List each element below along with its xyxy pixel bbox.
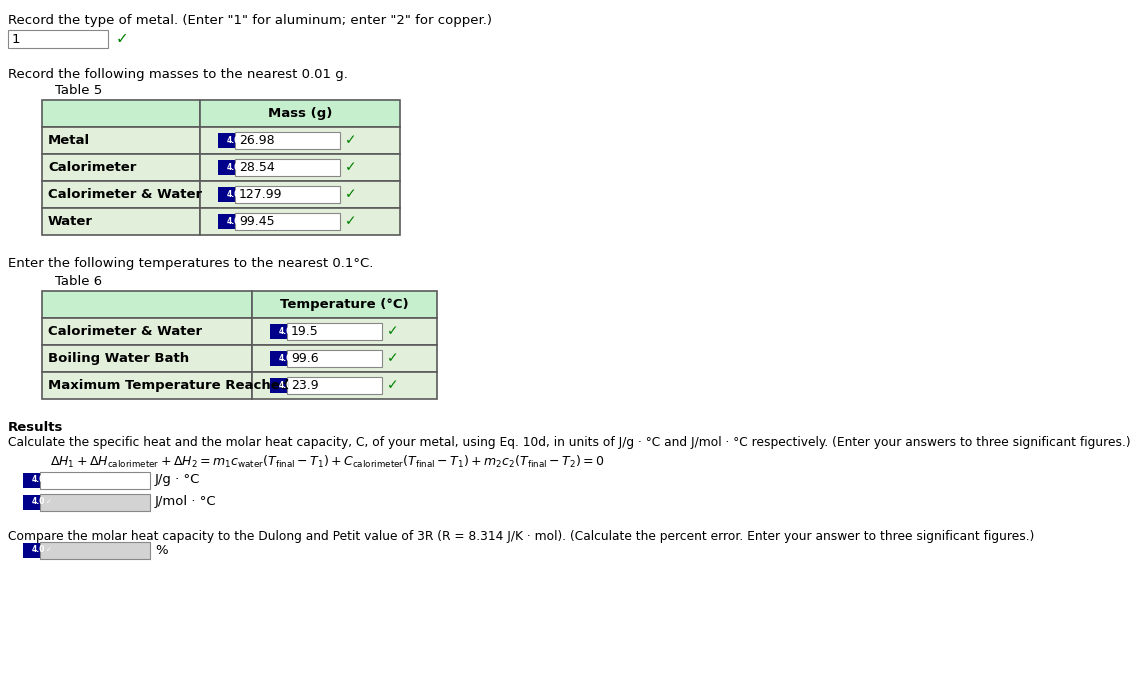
Text: 1: 1: [13, 33, 21, 46]
Text: 4.0: 4.0: [227, 163, 239, 172]
Bar: [40, 541, 150, 559]
Text: 4.0: 4.0: [278, 327, 292, 336]
Text: ✓: ✓: [116, 31, 129, 46]
Text: 4.0: 4.0: [31, 498, 44, 507]
Bar: [40, 471, 150, 489]
Bar: [23, 473, 52, 487]
Bar: [218, 133, 249, 148]
Text: ✓: ✓: [241, 164, 247, 171]
Bar: [200, 100, 400, 127]
Text: ✓: ✓: [386, 351, 399, 366]
Text: ✓: ✓: [46, 477, 52, 483]
Text: ✓: ✓: [293, 382, 299, 389]
Text: %: %: [155, 543, 168, 557]
Text: ✓: ✓: [241, 137, 247, 144]
Bar: [42, 372, 252, 399]
Text: Table 6: Table 6: [55, 275, 103, 288]
Text: ✓: ✓: [386, 378, 399, 393]
Bar: [287, 323, 382, 340]
Bar: [235, 159, 340, 176]
Text: Calculate the specific heat and the molar heat capacity, C, of your metal, using: Calculate the specific heat and the mola…: [8, 436, 1131, 449]
Text: Record the type of metal. (Enter "1" for aluminum; enter "2" for copper.): Record the type of metal. (Enter "1" for…: [8, 14, 492, 27]
Bar: [200, 127, 400, 154]
Text: ✓: ✓: [345, 187, 357, 201]
Text: 4.0: 4.0: [31, 545, 44, 555]
Text: Maximum Temperature Reached: Maximum Temperature Reached: [48, 379, 290, 392]
Text: Calorimeter: Calorimeter: [48, 161, 137, 174]
Text: ✓: ✓: [293, 328, 299, 335]
Text: 4.0: 4.0: [278, 381, 292, 390]
Text: J/mol · °C: J/mol · °C: [155, 496, 217, 509]
Bar: [42, 345, 252, 372]
Text: 28.54: 28.54: [239, 161, 275, 174]
Text: 99.6: 99.6: [291, 352, 318, 365]
Bar: [235, 132, 340, 149]
Bar: [42, 208, 200, 235]
Text: ✓: ✓: [46, 547, 52, 553]
Text: ✓: ✓: [386, 325, 399, 339]
Text: 26.98: 26.98: [239, 134, 275, 147]
Bar: [42, 100, 200, 127]
Text: 4.0: 4.0: [278, 354, 292, 363]
Bar: [270, 378, 300, 393]
Bar: [287, 350, 382, 367]
Bar: [200, 208, 400, 235]
Bar: [252, 318, 437, 345]
Text: 127.99: 127.99: [239, 188, 283, 201]
Bar: [218, 187, 249, 202]
Bar: [270, 351, 300, 366]
Text: ✓: ✓: [345, 160, 357, 174]
Text: Compare the molar heat capacity to the Dulong and Petit value of 3R (R = 8.314 J: Compare the molar heat capacity to the D…: [8, 530, 1034, 543]
Text: ✓: ✓: [241, 192, 247, 198]
Text: Enter the following temperatures to the nearest 0.1°C.: Enter the following temperatures to the …: [8, 257, 374, 270]
Text: J/g · °C: J/g · °C: [155, 473, 201, 486]
Text: 4.0: 4.0: [227, 217, 239, 226]
Text: Metal: Metal: [48, 134, 90, 147]
Bar: [235, 213, 340, 230]
Text: 99.45: 99.45: [239, 215, 275, 228]
Text: Temperature (°C): Temperature (°C): [280, 298, 409, 311]
Text: ✓: ✓: [46, 499, 52, 505]
Text: Calorimeter & Water: Calorimeter & Water: [48, 188, 202, 201]
Bar: [200, 181, 400, 208]
Bar: [23, 495, 52, 509]
Text: 4.0: 4.0: [227, 136, 239, 145]
Text: 4.0: 4.0: [227, 190, 239, 199]
Bar: [200, 154, 400, 181]
Text: Mass (g): Mass (g): [268, 107, 332, 120]
Bar: [42, 291, 252, 318]
Text: ✓: ✓: [345, 133, 357, 148]
Text: ✓: ✓: [293, 355, 299, 362]
Bar: [252, 372, 437, 399]
Text: $\Delta H_1 + \Delta H_{\mathrm{calorimeter}} + \Delta H_2 = m_1 c_{\mathrm{wate: $\Delta H_1 + \Delta H_{\mathrm{calorime…: [50, 454, 604, 470]
Text: Record the following masses to the nearest 0.01 g.: Record the following masses to the neare…: [8, 68, 348, 81]
Bar: [218, 160, 249, 175]
Text: Boiling Water Bath: Boiling Water Bath: [48, 352, 189, 365]
Text: Calorimeter & Water: Calorimeter & Water: [48, 325, 202, 338]
Text: Water: Water: [48, 215, 93, 228]
Bar: [252, 345, 437, 372]
Bar: [42, 318, 252, 345]
Text: ✓: ✓: [241, 219, 247, 224]
Bar: [42, 181, 200, 208]
Bar: [8, 30, 108, 48]
Text: 19.5: 19.5: [291, 325, 319, 338]
Bar: [287, 377, 382, 394]
Bar: [235, 186, 340, 203]
Text: Results: Results: [8, 421, 64, 434]
Bar: [42, 127, 200, 154]
Bar: [23, 543, 52, 557]
Bar: [42, 154, 200, 181]
Text: 4.0: 4.0: [31, 475, 44, 484]
Text: ✓: ✓: [345, 214, 357, 228]
Bar: [270, 324, 300, 339]
Text: 23.9: 23.9: [291, 379, 318, 392]
Bar: [252, 291, 437, 318]
Text: Table 5: Table 5: [55, 84, 103, 97]
Bar: [40, 493, 150, 511]
Bar: [218, 214, 249, 229]
